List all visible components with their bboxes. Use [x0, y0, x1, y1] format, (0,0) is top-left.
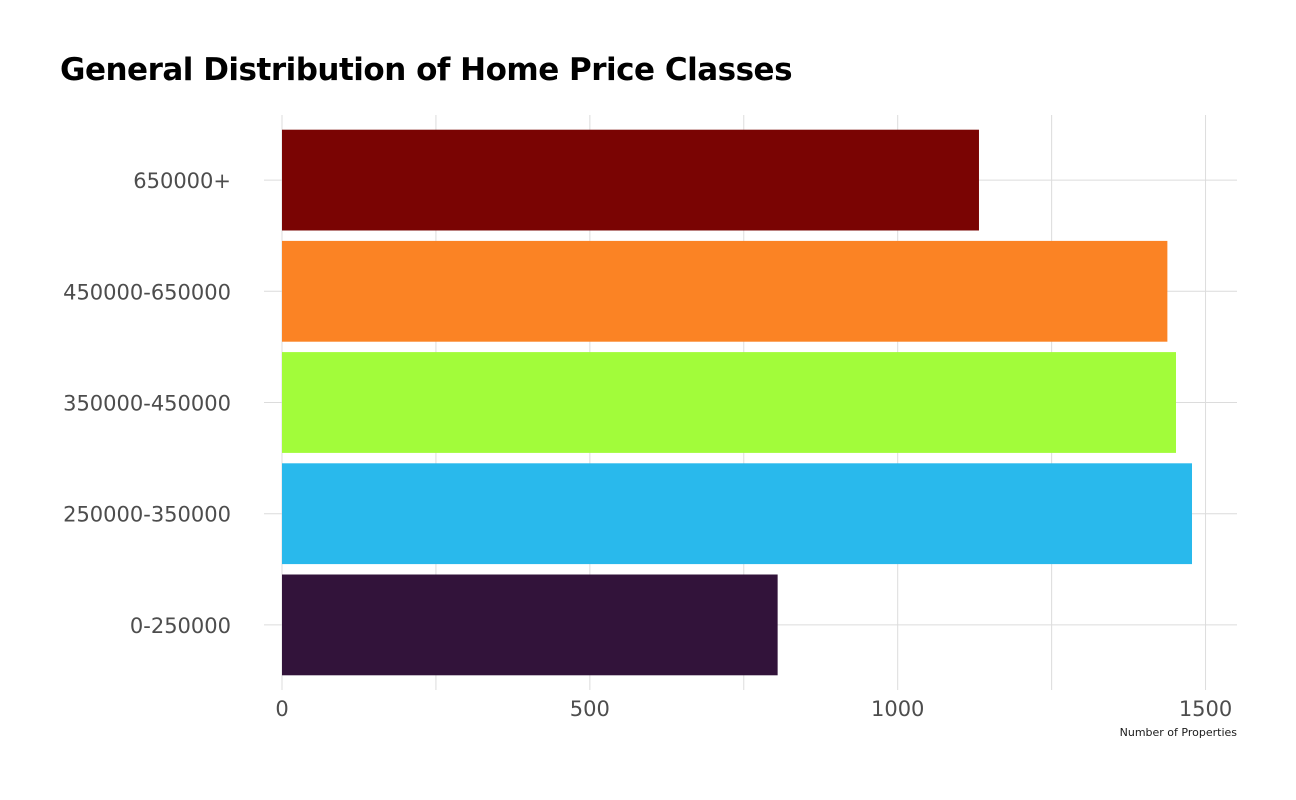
- x-axis-ticks: 0 500 1000 1500: [275, 697, 1232, 721]
- y-tick-label: 650000+: [133, 169, 231, 193]
- y-tick-label: 0-250000: [130, 614, 231, 638]
- y-tick-label: 450000-650000: [63, 280, 231, 304]
- bar: [282, 463, 1193, 565]
- x-axis-title: Number of Properties: [1120, 726, 1238, 739]
- y-tick-label: 250000-350000: [63, 503, 231, 527]
- bar-layer: [282, 129, 1193, 676]
- bar: [282, 129, 979, 231]
- bar: [282, 352, 1176, 453]
- bar: [282, 240, 1168, 342]
- x-tick-label: 1000: [871, 697, 924, 721]
- y-axis-ticks: 0-250000 250000-350000 350000-450000 450000…: [63, 169, 231, 638]
- chart-title: General Distribution of Home Price Class…: [60, 52, 793, 88]
- x-tick-label: 0: [275, 697, 288, 721]
- x-tick-label: 500: [570, 697, 610, 721]
- y-tick-label: 350000-450000: [63, 392, 231, 416]
- x-tick-label: 1500: [1179, 697, 1232, 721]
- bar: [282, 574, 778, 676]
